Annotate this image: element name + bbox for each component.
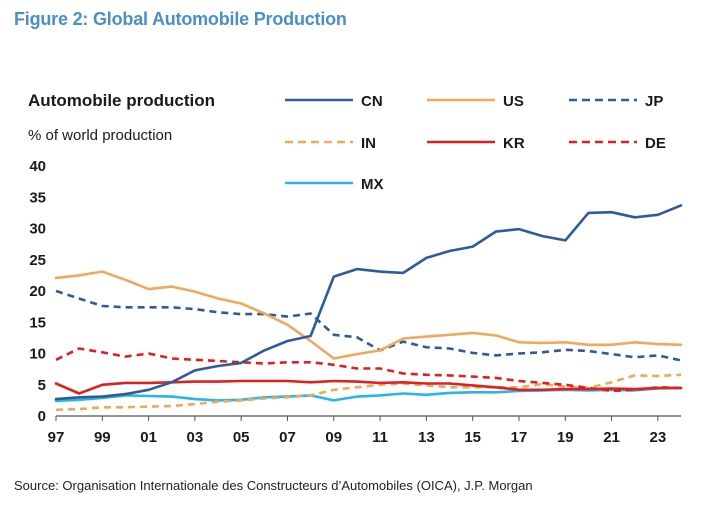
x-tick-label: 05 xyxy=(233,429,250,446)
x-tick-label: 11 xyxy=(372,429,388,446)
y-tick-label: 0 xyxy=(38,408,46,425)
y-tick-label: 5 xyxy=(38,377,46,394)
series-line-de xyxy=(55,347,682,393)
series-line-cn xyxy=(54,204,683,401)
x-tick-label: 09 xyxy=(325,429,342,446)
x-tick-label: 01 xyxy=(140,429,157,446)
legend-label-jp: JP xyxy=(645,93,663,110)
x-tick-label: 97 xyxy=(48,429,65,446)
y-tick-label: 10 xyxy=(29,346,46,363)
x-axis-ticks: 97 99 01 03 05 07 09 11 13 15 17 19 21 23 xyxy=(48,416,667,446)
x-tick-label: 99 xyxy=(94,429,111,446)
line-chart: Automobile production % of world product… xyxy=(28,91,683,446)
legend-label-cn: CN xyxy=(361,93,383,110)
series-line-us xyxy=(54,270,683,360)
y-tick-label: 20 xyxy=(29,283,46,300)
x-tick-label: 13 xyxy=(418,429,435,446)
series-line-kr xyxy=(54,379,683,395)
legend-label-us: US xyxy=(503,93,524,110)
legend-label-de: DE xyxy=(645,135,666,152)
x-tick-label: 21 xyxy=(603,429,620,446)
y-axis-label: % of world production xyxy=(28,127,172,144)
x-tick-label: 15 xyxy=(464,429,481,446)
x-tick-label: 03 xyxy=(187,429,204,446)
legend-label-mx: MX xyxy=(361,176,384,193)
series-line-jp xyxy=(55,289,682,362)
y-tick-label: 15 xyxy=(29,314,46,331)
legend-label-in: IN xyxy=(361,135,376,152)
figure-title: Figure 2: Global Automobile Production xyxy=(14,9,347,29)
x-tick-label: 23 xyxy=(650,429,667,446)
series-lines xyxy=(54,204,683,412)
legend-label-kr: KR xyxy=(503,135,525,152)
x-tick-label: 07 xyxy=(279,429,296,446)
y-tick-label: 25 xyxy=(29,252,46,269)
legend: CN US JP IN KR DE MX xyxy=(285,93,666,193)
y-axis-ticks: 0 5 10 15 20 25 30 35 40 xyxy=(29,158,46,425)
series-line-in xyxy=(55,373,682,412)
y-tick-label: 40 xyxy=(29,158,46,175)
source-note: Source: Organisation Internationale des … xyxy=(14,478,533,493)
chart-title: Automobile production xyxy=(28,91,215,110)
y-tick-label: 35 xyxy=(29,189,46,206)
y-tick-label: 30 xyxy=(29,221,46,238)
x-tick-label: 17 xyxy=(511,429,528,446)
x-tick-label: 19 xyxy=(557,429,574,446)
